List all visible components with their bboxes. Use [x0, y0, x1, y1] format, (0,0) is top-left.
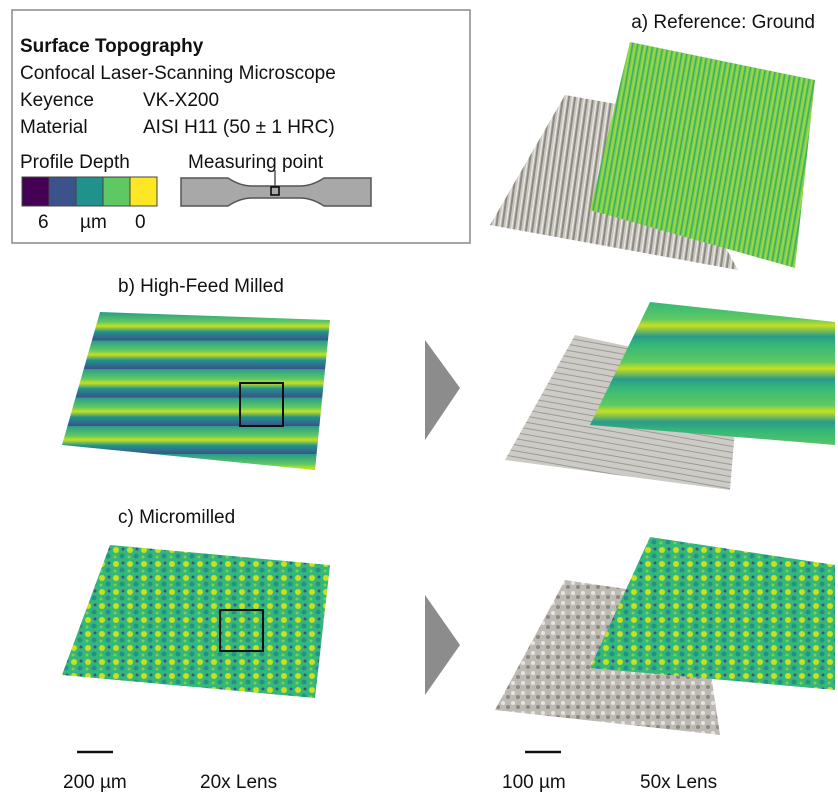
panel-label: a) Reference: Ground: [631, 12, 815, 33]
figure: Surface Topography Confocal Laser-Scanni…: [0, 0, 838, 796]
panel-label: c) Micromilled: [118, 507, 235, 528]
surface-topography: [62, 545, 330, 698]
colorbar-min: 6: [38, 212, 49, 233]
arrow: [425, 340, 460, 440]
row-label: Material: [20, 117, 88, 138]
arrow: [425, 595, 460, 695]
row-value: AISI H11 (50 ± 1 HRC): [143, 117, 335, 138]
specimen-label: Measuring point: [188, 152, 324, 173]
legend-title: Surface Topography: [20, 36, 204, 57]
surface-topography: [590, 537, 835, 690]
page: Surface Topography Confocal Laser-Scanni…: [0, 0, 838, 796]
row-value: VK-X200: [143, 90, 219, 111]
surface-topography: [62, 312, 330, 470]
colorbar-unit: µm: [80, 212, 107, 233]
scale-length: 200 µm: [63, 772, 127, 793]
panel-label: b) High-Feed Milled: [118, 276, 284, 297]
colorbar-label: Profile Depth: [20, 152, 130, 173]
colorbar-max: 0: [135, 212, 146, 233]
colorbar: [22, 177, 157, 206]
lens: 50x Lens: [640, 772, 717, 793]
lens: 20x Lens: [200, 772, 277, 793]
scale-length: 100 µm: [502, 772, 566, 793]
instrument: Confocal Laser-Scanning Microscope: [20, 63, 336, 84]
surface-topography: [590, 302, 835, 445]
row-label: Keyence: [20, 90, 94, 111]
